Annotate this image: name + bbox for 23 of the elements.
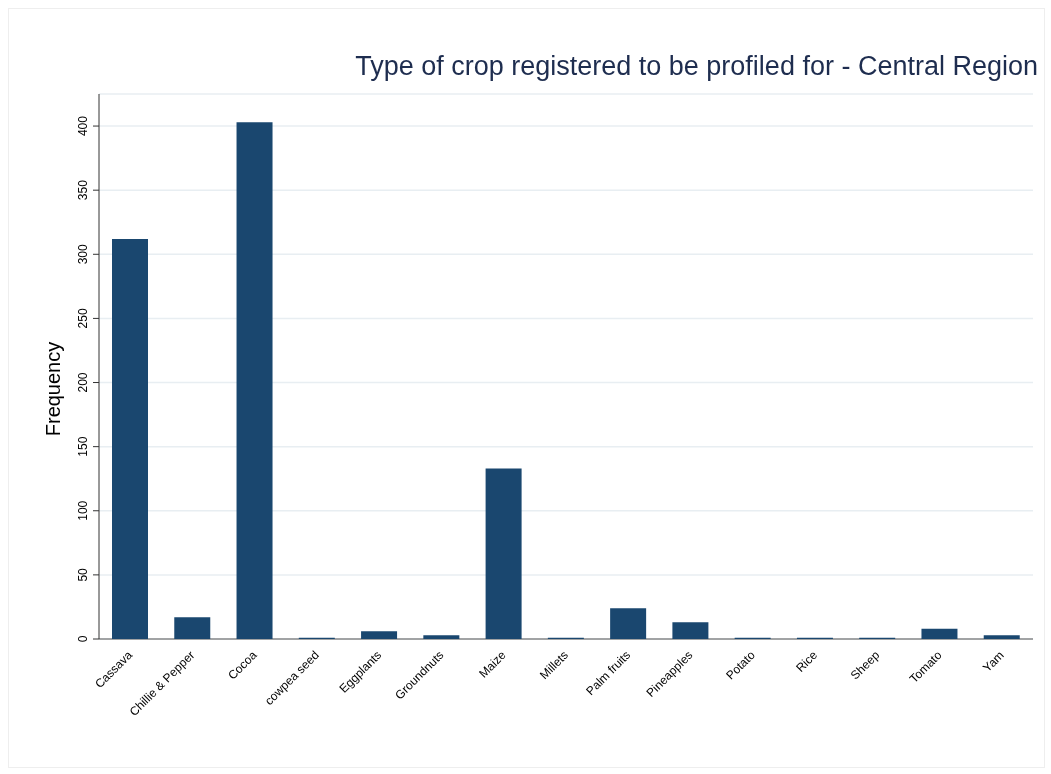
y-tick-label: 150: [76, 436, 90, 457]
y-tick-label: 350: [76, 179, 90, 201]
y-tick-label: 250: [76, 308, 90, 329]
y-tick-label: 0: [76, 635, 90, 643]
y-tick-label: 50: [76, 567, 90, 582]
bar: [174, 617, 211, 639]
y-tick-label: 400: [76, 115, 90, 137]
x-tick-label: Yam: [980, 648, 1007, 675]
bar: [610, 608, 647, 639]
x-tick-label: Rice: [793, 647, 821, 675]
bar: [983, 635, 1020, 639]
y-tick-label: 200: [76, 372, 90, 393]
y-axis-title: Frequency: [41, 341, 65, 437]
chart-title: Type of crop registered to be profiled for - Central Region: [354, 51, 1038, 82]
y-tick-label: 100: [76, 500, 90, 521]
y-tick-label: 300: [76, 243, 90, 265]
bar: [361, 631, 398, 639]
bar: [236, 122, 273, 639]
bar: [485, 468, 522, 639]
bar: [672, 622, 709, 639]
bar: [112, 238, 148, 639]
bar: [423, 635, 460, 639]
bar: [921, 628, 958, 639]
